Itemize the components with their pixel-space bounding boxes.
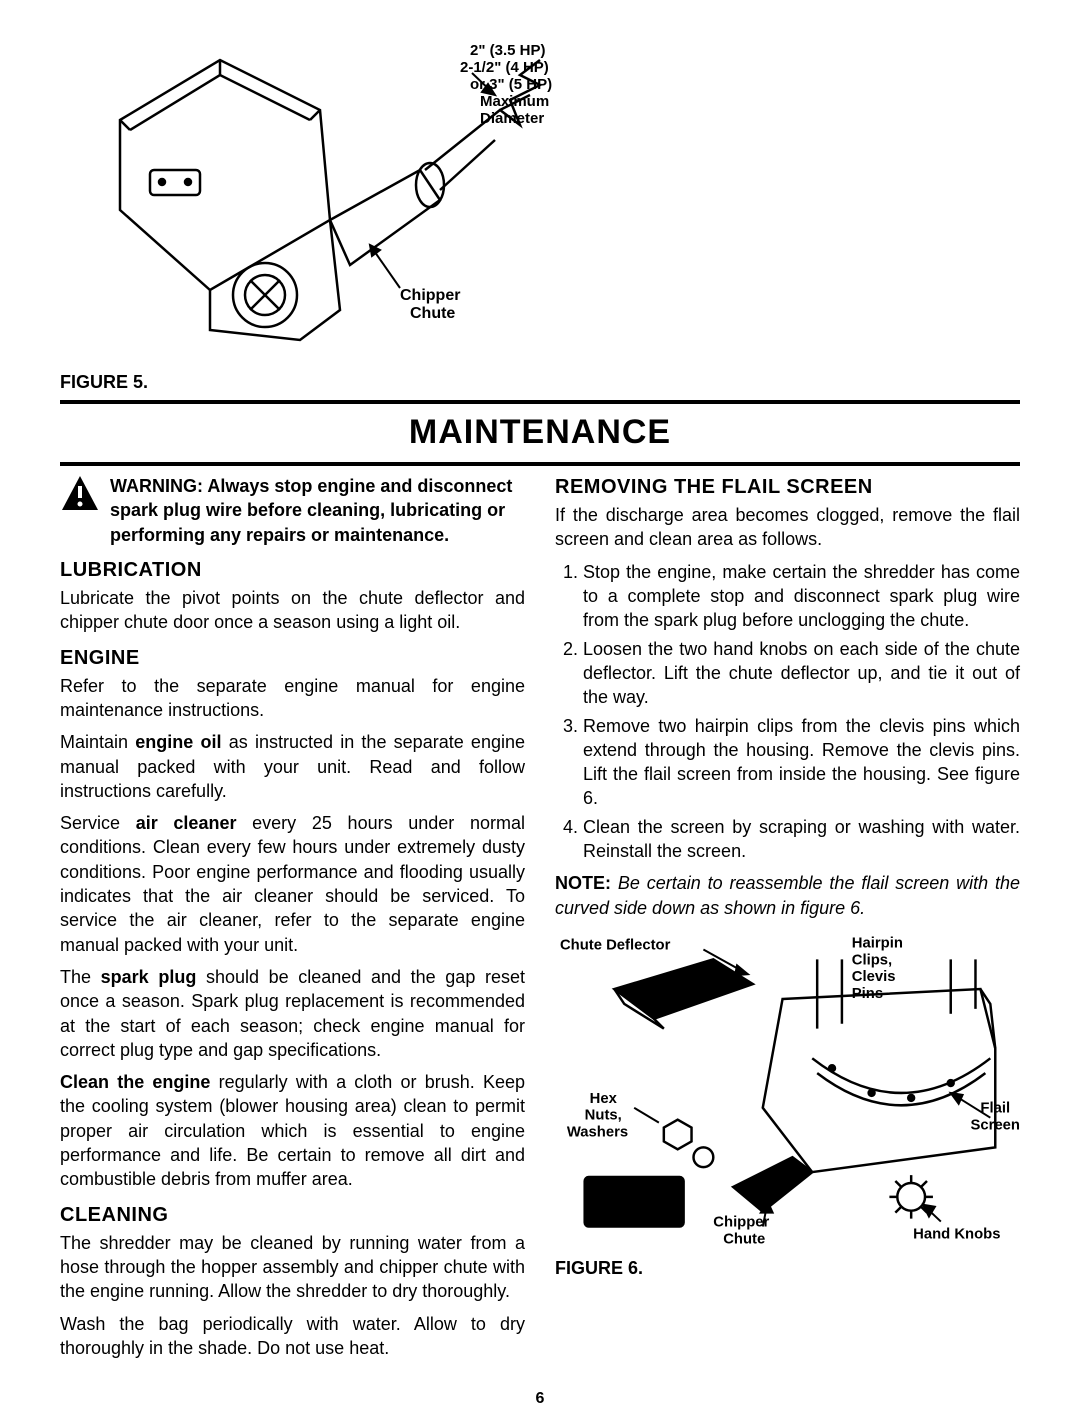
lubrication-heading: LUBRICATION — [60, 557, 525, 584]
engine-p2-bold: engine oil — [135, 732, 221, 752]
fig6-hairpin-2: Clips, — [852, 952, 892, 968]
fig6-hex-3: Washers — [567, 1124, 628, 1140]
engine-p3: Service air cleaner every 25 hours under… — [60, 811, 525, 957]
fig6-hairpin-3: Clevis — [852, 969, 896, 985]
rule-bottom — [60, 462, 1020, 466]
lubrication-body: Lubricate the pivot points on the chute … — [60, 586, 525, 635]
engine-p3-post: every 25 hours under normal conditions. … — [60, 813, 525, 954]
figure-5-illustration: 2" (3.5 HP) 2-1/2" (4 HP) or 3" (5 HP) M… — [100, 40, 620, 360]
flail-note: NOTE: Be certain to reassemble the flail… — [555, 871, 1020, 920]
page-root: 2" (3.5 HP) 2-1/2" (4 HP) or 3" (5 HP) M… — [60, 40, 1020, 1410]
flail-step-3: Remove two hairpin clips from the clevis… — [583, 714, 1020, 811]
engine-p4: The spark plug should be cleaned and the… — [60, 965, 525, 1062]
figure-5-caption: FIGURE 5. — [60, 370, 1020, 394]
fig5-diameter-5: Diameter — [480, 110, 544, 127]
flail-intro: If the discharge area becomes clogged, r… — [555, 503, 1020, 552]
warning-triangle-icon — [60, 474, 100, 514]
fig5-chipper-label-1: Chipper — [400, 287, 460, 304]
fig5-diameter-1: 2" (3.5 HP) — [470, 42, 545, 59]
flail-step-1: Stop the engine, make certain the shredd… — [583, 560, 1020, 633]
flail-note-text: Be certain to reassemble the flail scree… — [555, 873, 1020, 917]
engine-p1: Refer to the separate engine manual for … — [60, 674, 525, 723]
flail-step-4: Clean the screen by scraping or washing … — [583, 815, 1020, 864]
engine-p2: Maintain engine oil as instructed in the… — [60, 730, 525, 803]
engine-p3-pre: Service — [60, 813, 136, 833]
figure-6-svg: Chute Deflector Hairpin Clips, Clevis Pi… — [555, 928, 1020, 1248]
flail-note-label: NOTE: — [555, 873, 611, 893]
page-number: 6 — [60, 1388, 1020, 1410]
fig6-hex-1: Hex — [590, 1091, 618, 1107]
two-column-layout: WARNING: Always stop engine and disconne… — [60, 474, 1020, 1368]
warning-block: WARNING: Always stop engine and disconne… — [60, 474, 525, 547]
fig5-chipper-label-2: Chute — [410, 305, 455, 322]
figure-6-illustration: Chute Deflector Hairpin Clips, Clevis Pi… — [555, 928, 1020, 1248]
figure-5-svg: 2" (3.5 HP) 2-1/2" (4 HP) or 3" (5 HP) M… — [100, 40, 620, 360]
engine-p5-bold: Clean the engine — [60, 1072, 210, 1092]
fig6-hairpin-4: Pins — [852, 986, 883, 1002]
fig6-chipper-1: Chipper — [713, 1214, 769, 1230]
fig6-flail-1: Flail — [980, 1101, 1010, 1117]
flail-heading: REMOVING THE FLAIL SCREEN — [555, 474, 1020, 501]
right-column: REMOVING THE FLAIL SCREEN If the dischar… — [555, 474, 1020, 1368]
fig6-chute-deflector-label: Chute Deflector — [560, 937, 671, 953]
engine-p3-bold: air cleaner — [136, 813, 237, 833]
left-column: WARNING: Always stop engine and disconne… — [60, 474, 525, 1368]
engine-heading: ENGINE — [60, 645, 525, 672]
fig6-chipper-2: Chute — [723, 1231, 765, 1247]
warning-text: WARNING: Always stop engine and disconne… — [110, 474, 525, 547]
cleaning-p2: Wash the bag periodically with water. Al… — [60, 1312, 525, 1361]
engine-p4-bold: spark plug — [101, 967, 197, 987]
rule-top — [60, 400, 1020, 404]
engine-p4-pre: The — [60, 967, 101, 987]
engine-p2-pre: Maintain — [60, 732, 135, 752]
cleaning-p1: The shredder may be cleaned by running w… — [60, 1231, 525, 1304]
fig6-hairpin-1: Hairpin — [852, 935, 903, 951]
fig5-diameter-3: or 3" (5 HP) — [470, 76, 552, 93]
maintenance-heading: MAINTENANCE — [60, 410, 1020, 456]
cleaning-heading: CLEANING — [60, 1202, 525, 1229]
fig6-flail-2: Screen — [971, 1117, 1020, 1133]
fig6-handknobs-label: Hand Knobs — [913, 1226, 1000, 1242]
warning-label: WARNING: — [110, 476, 203, 496]
fig5-diameter-2: 2-1/2" (4 HP) — [460, 59, 549, 76]
flail-step-2: Loosen the two hand knobs on each side o… — [583, 637, 1020, 710]
flail-steps-list: Stop the engine, make certain the shredd… — [583, 560, 1020, 864]
engine-p5: Clean the engine regularly with a cloth … — [60, 1070, 525, 1191]
figure-6-caption: FIGURE 6. — [555, 1256, 1020, 1280]
fig6-hex-2: Nuts, — [585, 1108, 622, 1124]
fig5-diameter-4: Maximum — [480, 93, 549, 110]
